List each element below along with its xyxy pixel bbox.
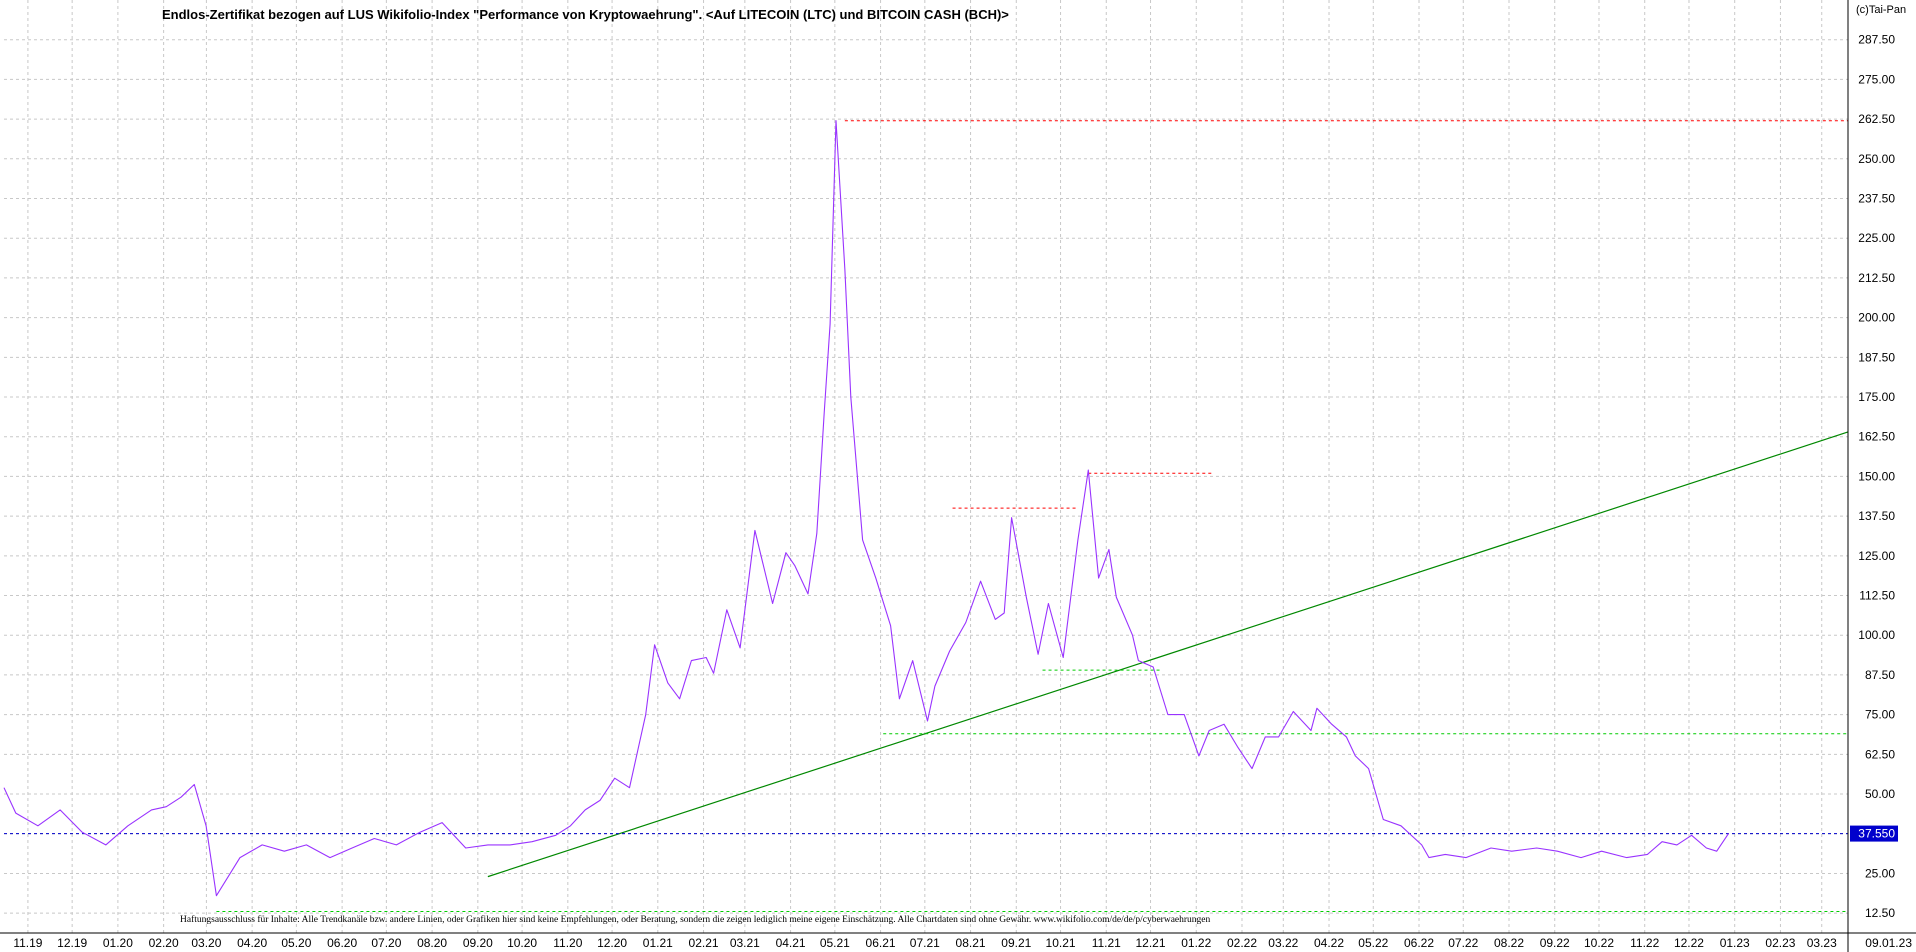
x-tick-label: 01.22 [1181,936,1211,950]
y-tick-label: 225.00 [1858,231,1895,245]
y-tick-label: 287.50 [1858,33,1895,47]
x-tick-label: 06.20 [327,936,357,950]
x-last-date-label: 09.01.23 [1865,936,1912,950]
y-tick-label: 262.50 [1858,112,1895,126]
y-tick-label: 162.50 [1858,430,1895,444]
x-tick-label: 02.20 [149,936,179,950]
x-tick-label: 10.22 [1584,936,1614,950]
x-tick-label: 12.19 [57,936,87,950]
y-tick-label: 125.00 [1858,549,1895,563]
x-tick-label: 06.22 [1404,936,1434,950]
y-tick-label: 100.00 [1858,628,1895,642]
y-tick-label: 212.50 [1858,271,1895,285]
y-tick-label: 25.00 [1865,866,1895,880]
y-tick-label: 250.00 [1858,152,1895,166]
trend-line [487,431,1849,878]
x-tick-label: 09.22 [1540,936,1570,950]
x-tick-label: 05.20 [281,936,311,950]
x-tick-label: 07.20 [371,936,401,950]
x-tick-label: 12.20 [597,936,627,950]
x-tick-label: 11.20 [553,936,582,950]
y-tick-label: 275.00 [1858,72,1895,86]
last-value-box [1850,825,1898,842]
x-tick-label: 04.21 [776,936,806,950]
x-tick-label: 05.22 [1358,936,1388,950]
chart-annotations [4,120,1849,913]
y-tick-label: 237.50 [1858,192,1895,206]
x-tick-label: 02.22 [1227,936,1257,950]
x-tick-label: 02.21 [689,936,719,950]
disclaimer-text: Haftungsausschluss für Inhalte: Alle Tre… [180,914,1211,925]
x-tick-label: 09.21 [1001,936,1031,950]
y-tick-label: 112.50 [1859,589,1895,603]
x-tick-label: 08.20 [417,936,447,950]
y-tick-label: 175.00 [1858,390,1895,404]
y-tick-label: 87.50 [1865,668,1895,682]
x-tick-label: 11.21 [1092,936,1121,950]
x-tick-label: 11.19 [13,936,42,950]
x-tick-label: 12.22 [1674,936,1704,950]
price-series-line [3,120,1729,897]
y-tick-label: 50.00 [1865,787,1895,801]
x-tick-label: 01.23 [1720,936,1750,950]
x-tick-label: 04.22 [1314,936,1344,950]
last-value-label: 37.550 [1858,827,1895,841]
x-tick-label: 06.21 [866,936,896,950]
chart-series [3,120,1729,897]
x-tick-label: 11.22 [1630,936,1659,950]
x-tick-label: 03.23 [1807,936,1837,950]
x-tick-label: 07.22 [1448,936,1478,950]
x-tick-label: 02.23 [1765,936,1795,950]
x-tick-label: 01.21 [643,936,673,950]
x-tick-label: 01.20 [103,936,133,950]
copyright-label: (c)Tai-Pan [1856,4,1906,16]
chart-title: Endlos-Zertifikat bezogen auf LUS Wikifo… [162,7,1009,22]
x-tick-label: 03.22 [1268,936,1298,950]
y-tick-label: 12.50 [1865,906,1895,920]
x-tick-label: 04.20 [237,936,267,950]
x-tick-label: 09.20 [463,936,493,950]
x-tick-label: 10.20 [507,936,537,950]
x-axis: 11.19 12.19 01.20 02.20 03.20 04.20 05.20 06.20… [0,932,1916,950]
x-tick-label: 08.21 [956,936,986,950]
x-tick-label: 12.21 [1136,936,1166,950]
y-tick-label: 62.50 [1865,747,1895,761]
y-tick-label: 137.50 [1858,509,1895,523]
x-tick-label: 05.21 [820,936,850,950]
x-tick-label: 08.22 [1494,936,1524,950]
x-tick-label: 03.20 [191,936,221,950]
x-tick-label: 10.21 [1046,936,1076,950]
y-axis: 287.50 275.00 262.50 250.00 237.50 225.00 212.… [1847,0,1898,952]
y-tick-label: 187.50 [1858,350,1895,364]
x-tick-label: 07.21 [910,936,940,950]
x-tick-label: 03.21 [730,936,760,950]
y-tick-label: 200.00 [1858,311,1895,325]
y-tick-label: 150.00 [1858,469,1895,483]
y-tick-label: 75.00 [1865,708,1895,722]
